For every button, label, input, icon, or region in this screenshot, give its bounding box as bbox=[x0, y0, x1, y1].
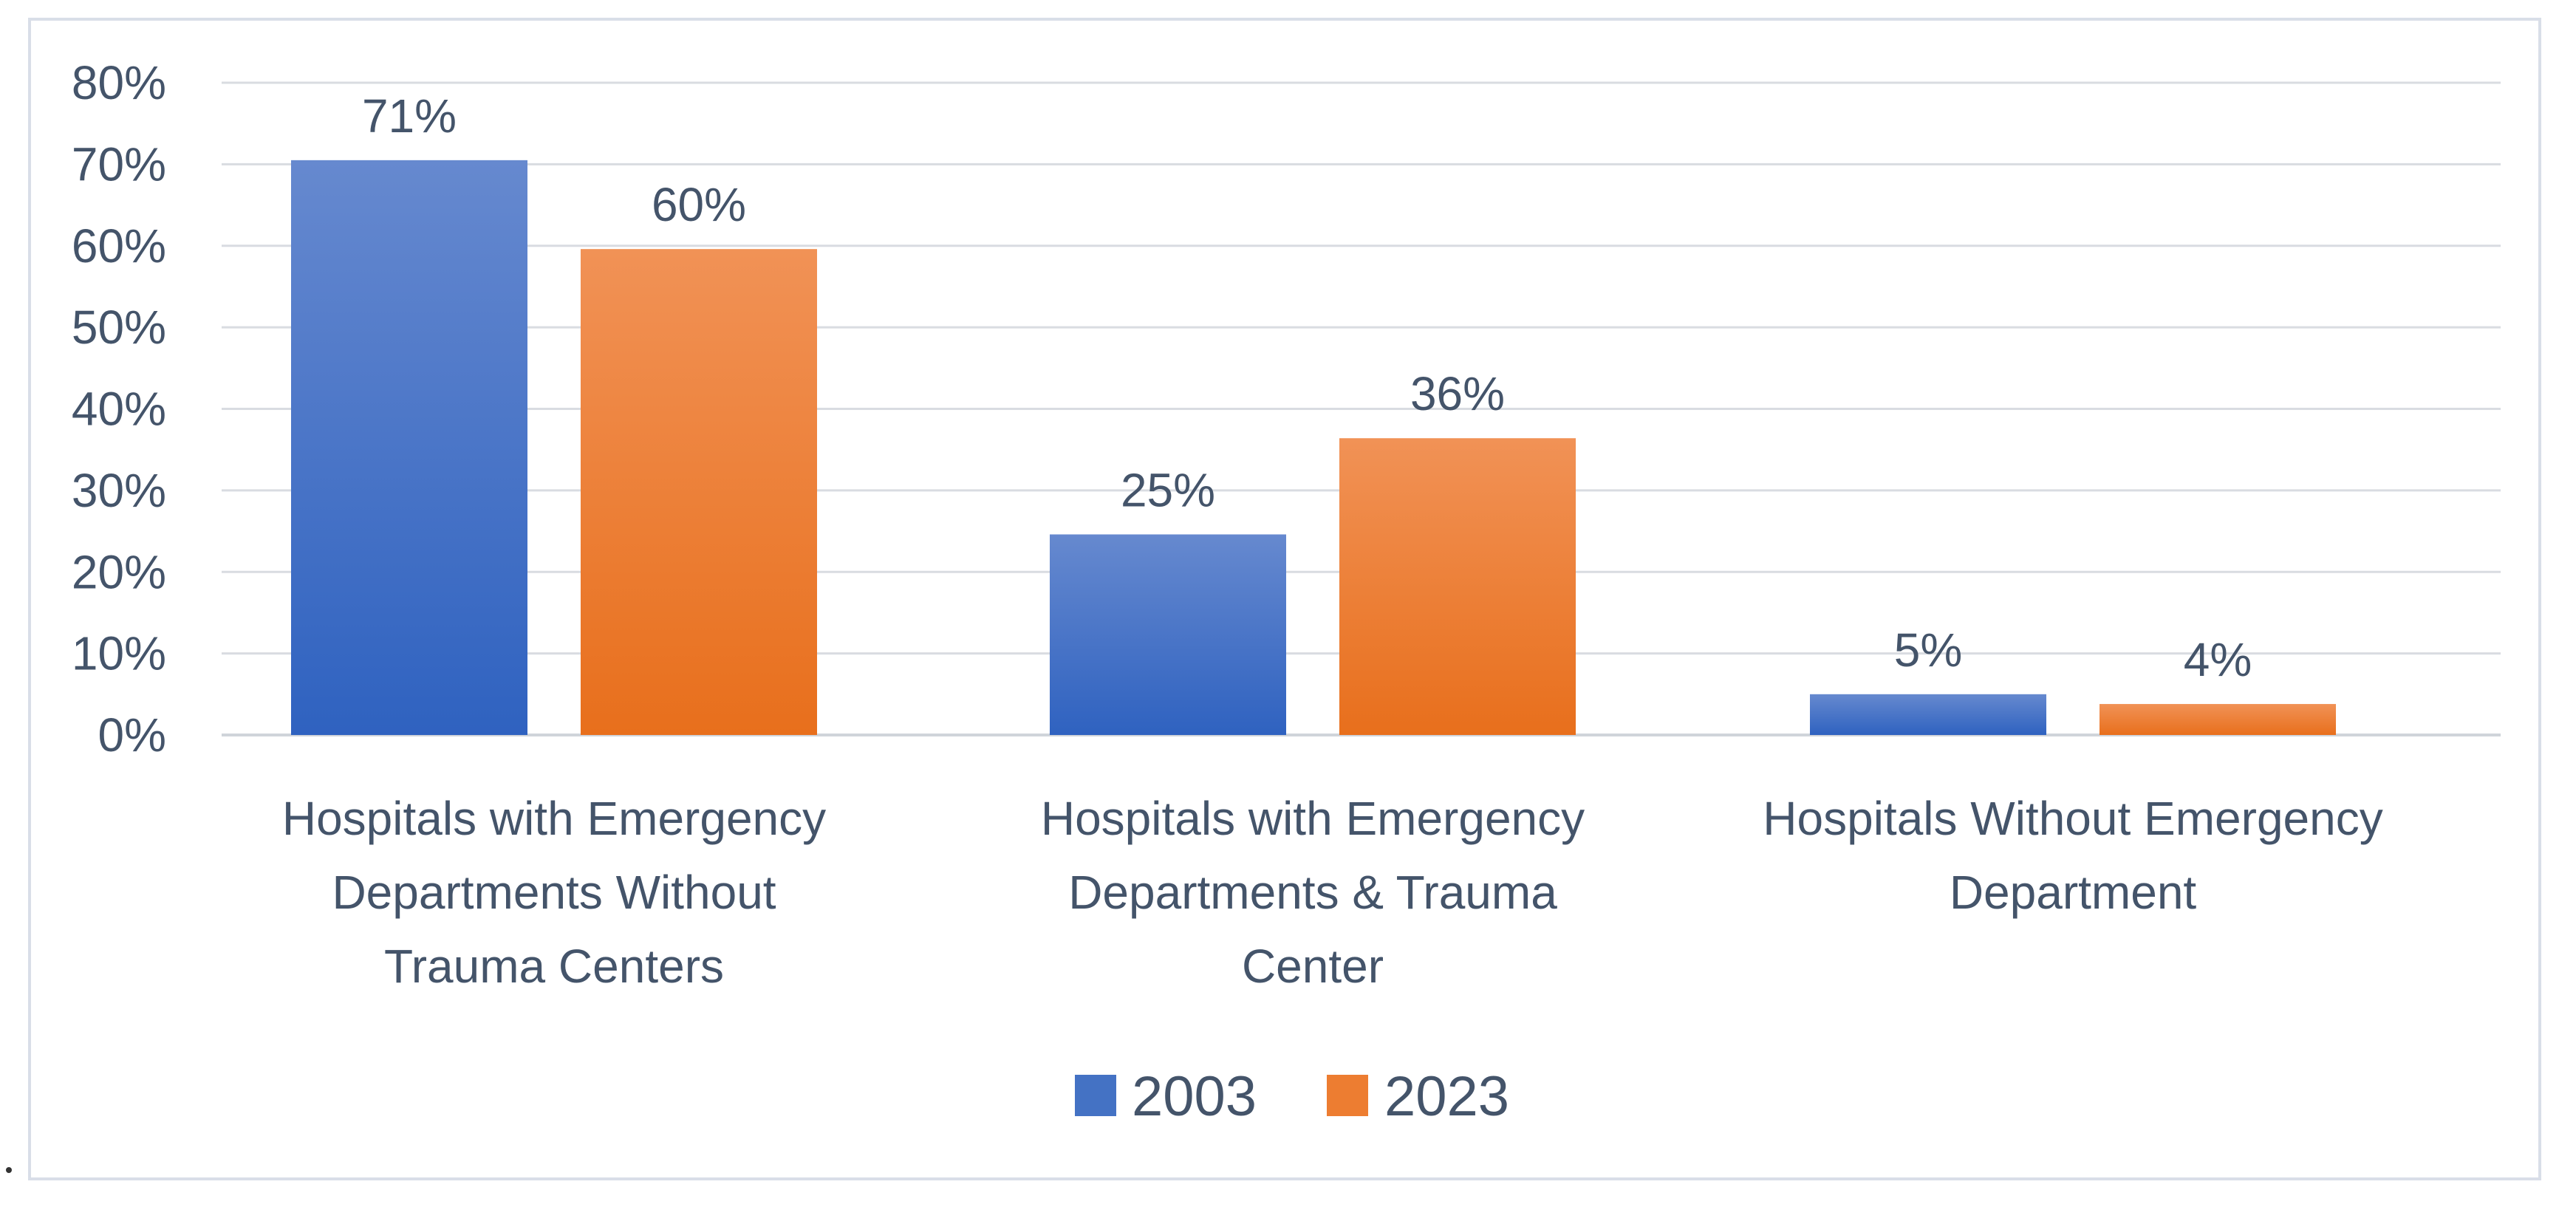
legend: 2003 2023 bbox=[1075, 1065, 1509, 1128]
bar-2023-1 bbox=[1339, 438, 1576, 735]
category-label-1: Hospitals with Emergency Departments & Tr… bbox=[1041, 792, 1585, 993]
y-tick-label: 50% bbox=[72, 301, 166, 354]
y-tick-label: 30% bbox=[72, 464, 166, 517]
category-label-0: Hospitals with Emergency Departments With… bbox=[282, 792, 826, 993]
legend-label-2003: 2003 bbox=[1132, 1065, 1257, 1128]
y-tick-label: 60% bbox=[72, 219, 166, 273]
y-tick-label: 80% bbox=[72, 56, 166, 109]
category-label-line: Trauma Centers bbox=[384, 940, 724, 993]
data-label-2023-1: 36% bbox=[1410, 367, 1505, 420]
bar-2003-2 bbox=[1810, 694, 2046, 735]
bars bbox=[291, 160, 2336, 735]
category-label-2: Hospitals Without Emergency Department bbox=[1763, 792, 2382, 919]
y-tick-label: 70% bbox=[72, 137, 166, 191]
data-label-2003-1: 25% bbox=[1121, 463, 1215, 516]
category-label-line: Departments & Trauma bbox=[1068, 866, 1557, 919]
bar-2023-2 bbox=[2100, 704, 2336, 735]
bar-2003-0 bbox=[291, 160, 527, 735]
legend-label-2023: 2023 bbox=[1384, 1065, 1509, 1128]
data-label-2023-0: 60% bbox=[652, 178, 746, 231]
legend-swatch-2023 bbox=[1327, 1075, 1368, 1116]
legend-swatch-2003 bbox=[1075, 1075, 1116, 1116]
footnote-dot bbox=[6, 1167, 12, 1173]
data-label-2003-0: 71% bbox=[362, 89, 457, 143]
y-tick-label: 20% bbox=[72, 545, 166, 598]
y-tick-label: 0% bbox=[98, 708, 167, 762]
bar-2023-0 bbox=[581, 249, 817, 735]
category-label-line: Hospitals Without Emergency bbox=[1763, 792, 2382, 845]
category-label-line: Hospitals with Emergency bbox=[282, 792, 826, 845]
y-tick-label: 10% bbox=[72, 627, 166, 680]
data-label-2023-2: 4% bbox=[2184, 633, 2252, 686]
bar-2003-1 bbox=[1050, 534, 1286, 735]
category-label-line: Departments Without bbox=[332, 866, 776, 919]
data-label-2003-2: 5% bbox=[1894, 623, 1963, 677]
y-axis-ticks: 0% 10% 20% 30% 40% 50% 60% 70% 80% bbox=[72, 56, 166, 762]
y-tick-label: 40% bbox=[72, 383, 166, 436]
category-label-line: Center bbox=[1242, 940, 1384, 993]
data-labels: 71% 25% 5% 60% 36% 4% bbox=[362, 89, 2252, 686]
category-labels: Hospitals with Emergency Departments With… bbox=[282, 792, 2383, 993]
category-label-line: Hospitals with Emergency bbox=[1041, 792, 1585, 845]
category-label-line: Department bbox=[1950, 866, 2197, 919]
